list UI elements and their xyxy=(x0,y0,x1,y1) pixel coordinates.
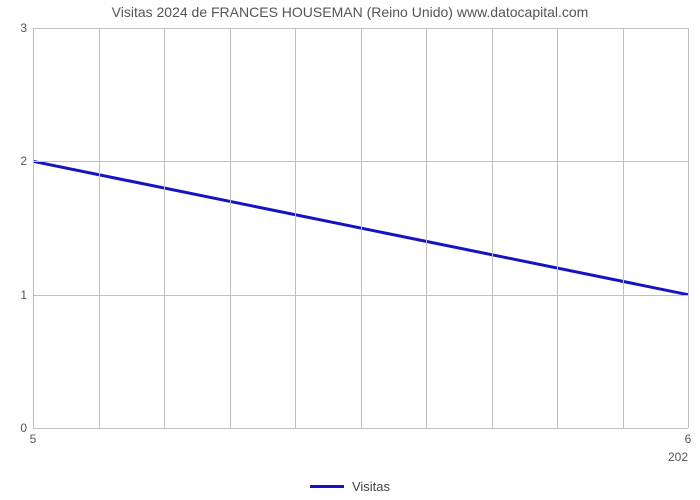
x-tick-label: 5 xyxy=(30,432,37,446)
gridline-v xyxy=(492,28,493,428)
legend: Visitas xyxy=(0,476,700,494)
y-tick-label: 1 xyxy=(20,288,27,302)
plot-area: 012356202 xyxy=(33,28,688,428)
legend-label: Visitas xyxy=(352,479,390,494)
y-tick-label: 0 xyxy=(20,421,27,435)
gridline-h xyxy=(33,428,688,429)
gridline-v xyxy=(623,28,624,428)
gridline-v xyxy=(557,28,558,428)
gridline-v xyxy=(33,28,34,428)
x-tick-label: 6 xyxy=(685,432,692,446)
gridline-v xyxy=(426,28,427,428)
x-sub-label: 202 xyxy=(668,450,688,464)
gridline-v xyxy=(99,28,100,428)
gridline-v xyxy=(295,28,296,428)
legend-item-visitas: Visitas xyxy=(310,479,390,494)
visits-line-chart: Visitas 2024 de FRANCES HOUSEMAN (Reino … xyxy=(0,0,700,500)
gridline-v xyxy=(361,28,362,428)
chart-title: Visitas 2024 de FRANCES HOUSEMAN (Reino … xyxy=(0,4,700,20)
legend-swatch xyxy=(310,485,344,488)
gridline-v xyxy=(688,28,689,428)
gridline-v xyxy=(164,28,165,428)
y-tick-label: 3 xyxy=(20,21,27,35)
y-tick-label: 2 xyxy=(20,154,27,168)
gridline-v xyxy=(230,28,231,428)
